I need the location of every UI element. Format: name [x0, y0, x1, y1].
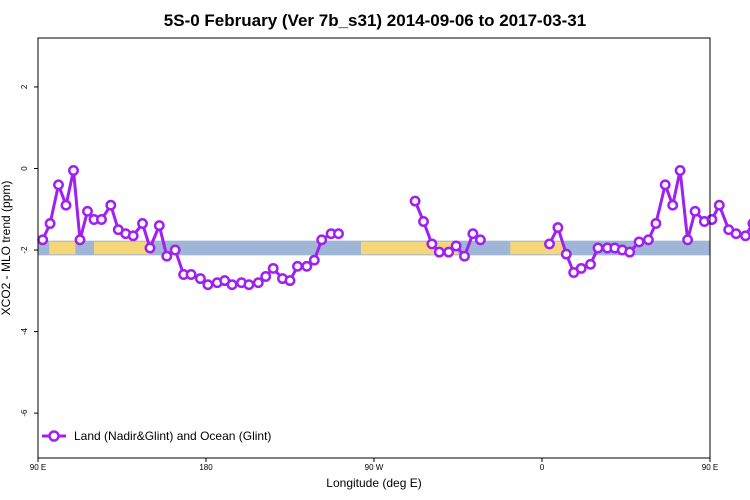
- data-point: [667, 199, 679, 211]
- data-point: [689, 205, 701, 217]
- y-tick-label: 2: [20, 84, 29, 89]
- data-point: [37, 234, 49, 246]
- y-tick-label: 0: [20, 166, 29, 171]
- data-point: [153, 220, 165, 232]
- data-point: [260, 271, 272, 282]
- data-point: [202, 279, 214, 291]
- y-tick-label: -6: [20, 409, 29, 417]
- data-point: [226, 279, 238, 291]
- y-axis-ticks: -6 -4 -2 0 2: [20, 84, 38, 417]
- data-point: [194, 273, 206, 285]
- data-point: [267, 262, 279, 274]
- data-point: [682, 234, 694, 246]
- data-point: [633, 236, 645, 248]
- data-point: [433, 246, 445, 258]
- data-point: [284, 275, 296, 287]
- data-point: [585, 258, 596, 270]
- data-point: [575, 262, 587, 274]
- data-point: [243, 279, 255, 291]
- data-point: [137, 218, 148, 229]
- y-axis-label: XCO2 - MLO trend (ppm): [0, 181, 13, 316]
- data-point: [82, 205, 93, 217]
- x-tick-label: 180: [199, 463, 213, 472]
- data-point: [592, 242, 604, 254]
- data-point: [443, 246, 455, 258]
- data-point: [650, 218, 662, 229]
- data-point: [301, 260, 313, 272]
- data-point: [706, 214, 718, 225]
- data-point: [624, 246, 636, 258]
- legend-label: Land (Nadir&Glint) and Ocean (Glint): [74, 429, 271, 443]
- x-tick-label: 90 E: [30, 463, 46, 472]
- land-band-segment: [94, 241, 150, 255]
- data-point: [333, 228, 344, 240]
- data-point: [53, 179, 64, 191]
- data-point: [409, 195, 421, 207]
- x-tick-label: 90 E: [702, 463, 718, 472]
- series-group: [37, 165, 750, 291]
- data-point: [44, 218, 56, 229]
- legend: Land (Nadir&Glint) and Ocean (Glint): [42, 429, 271, 443]
- data-point: [418, 216, 429, 227]
- data-point: [252, 277, 264, 289]
- data-point: [730, 228, 742, 240]
- legend-marker-swatch: [48, 430, 60, 442]
- land-band-segment: [510, 241, 565, 255]
- chart-title: 5S-0 February (Ver 7b_s31) 2014-09-06 to…: [164, 11, 586, 30]
- data-point: [659, 179, 671, 191]
- data-point: [169, 244, 181, 256]
- data-point: [308, 254, 320, 266]
- data-point: [127, 230, 139, 242]
- x-axis-ticks: 90 E 180 90 W 0 90 E: [30, 458, 718, 472]
- x-tick-label: 90 W: [365, 463, 384, 472]
- data-point: [426, 238, 438, 250]
- data-point: [642, 234, 654, 246]
- y-tick-label: -4: [20, 327, 29, 335]
- data-point: [292, 260, 303, 272]
- data-point: [74, 234, 86, 246]
- data-point: [474, 234, 486, 246]
- x-axis-label: Longitude (deg E): [326, 476, 421, 490]
- data-point: [144, 242, 156, 254]
- data-point: [161, 250, 173, 262]
- data-point: [459, 250, 470, 262]
- background-band: [38, 240, 710, 256]
- data-point: [560, 248, 572, 260]
- data-point: [544, 238, 555, 250]
- y-tick-label: -2: [20, 246, 29, 254]
- data-point: [450, 240, 462, 252]
- data-point: [552, 222, 564, 234]
- data-point: [68, 165, 79, 176]
- data-point: [674, 165, 686, 176]
- data-point: [467, 228, 479, 240]
- data-point: [60, 199, 72, 211]
- series-line: [548, 169, 750, 274]
- data-point: [713, 199, 725, 211]
- x-tick-label: 0: [540, 463, 545, 472]
- data-point: [316, 234, 328, 246]
- data-point: [105, 199, 117, 211]
- data-point: [185, 269, 197, 280]
- data-point: [740, 230, 750, 242]
- land-band-segment: [49, 241, 76, 255]
- data-point: [96, 214, 107, 225]
